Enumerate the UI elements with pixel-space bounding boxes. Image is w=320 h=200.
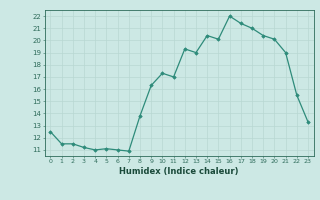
X-axis label: Humidex (Indice chaleur): Humidex (Indice chaleur) [119, 167, 239, 176]
